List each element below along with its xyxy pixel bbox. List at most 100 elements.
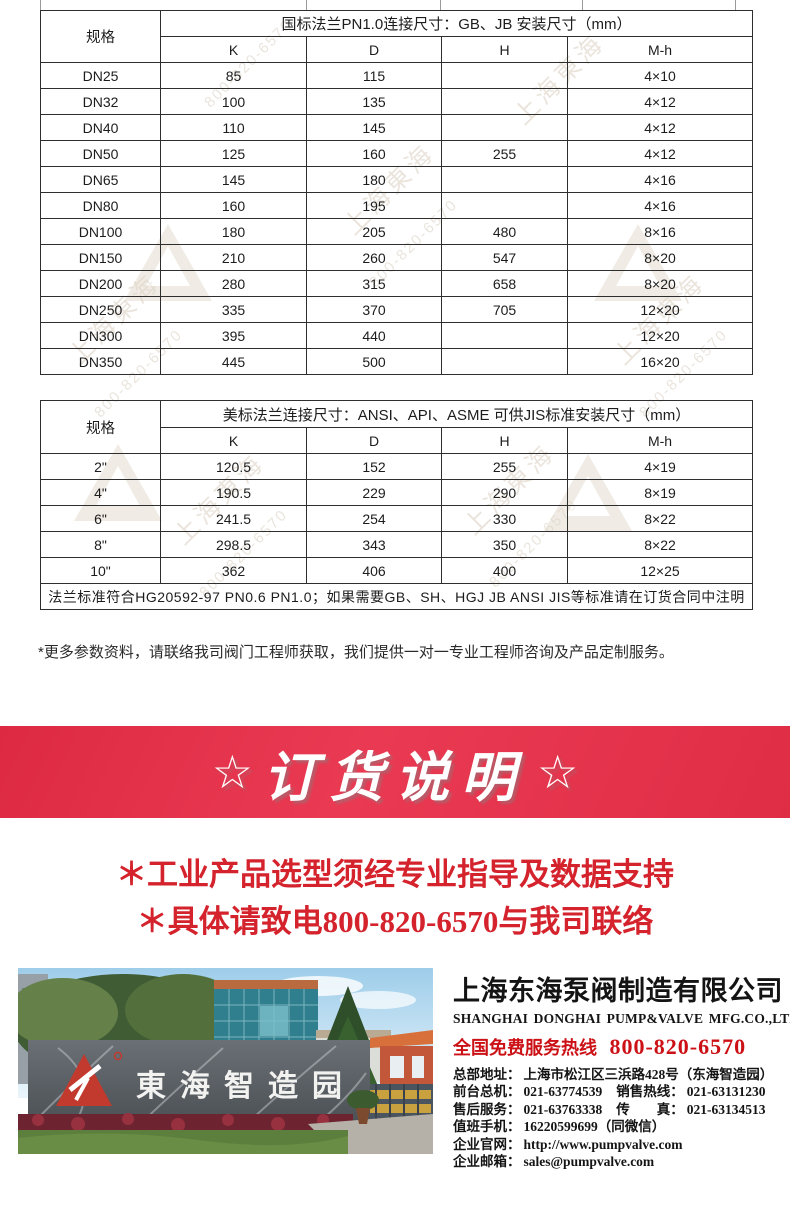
ordering-notice: ＊工业产品选型须经专业指导及数据支持 ＊具体请致电800-820-6570与我司…	[0, 851, 790, 945]
value-cell: 160	[160, 192, 307, 219]
tree-light	[18, 978, 118, 1048]
service-hotline: 全国免费服务热线 800-820-6570	[453, 1034, 788, 1060]
factory-entrance-photo: 東海智造园	[18, 968, 433, 1154]
spec-cell: 4"	[40, 479, 161, 506]
table-title-row: 规格 国标法兰PN1.0连接尺寸：GB、JB 安装尺寸（mm）	[40, 10, 754, 63]
table-title-row: 规格 美标法兰连接尺寸：ANSI、API、ASME 可供JIS标准安装尺寸（mm…	[40, 400, 754, 454]
value-cell: 298.5	[160, 531, 307, 558]
value-cell: 290	[441, 479, 568, 506]
column-header-K: K	[160, 36, 307, 63]
value-cell: 280	[160, 270, 307, 297]
value-cell: 8×20	[566, 244, 754, 271]
value-cell: 395	[160, 322, 307, 349]
value-cell: 12×20	[566, 296, 754, 323]
value-cell: 445	[160, 348, 307, 375]
contact-row-email: 企业邮箱： sales@pumpvalve.com	[453, 1153, 788, 1170]
spec-cell: DN100	[40, 218, 161, 245]
detail-label: 总部地址：	[453, 1067, 521, 1082]
spec-cell: DN40	[40, 114, 161, 141]
value-cell	[441, 348, 568, 375]
value-cell: 229	[306, 479, 442, 506]
value-cell: 241.5	[160, 505, 307, 532]
company-name-cn: 上海东海泵阀制造有限公司	[453, 976, 783, 1006]
cloud	[340, 991, 416, 1009]
value-cell: 16×20	[566, 348, 754, 375]
detail-value: 021-63763338	[523, 1101, 603, 1117]
contact-row-mobile: 值班手机： 16220599699（同微信）	[453, 1118, 788, 1135]
column-header-Mh: M-h	[566, 427, 754, 454]
spec-cell: 2"	[40, 453, 161, 480]
column-header-H: H	[441, 427, 568, 454]
table-row: DN150 210 260 547 8×20	[40, 244, 754, 271]
value-cell: 406	[306, 557, 442, 584]
value-cell: 152	[306, 453, 442, 480]
table-edge-stub	[735, 0, 736, 10]
table-row: 8" 298.5 343 350 8×22	[40, 531, 754, 558]
value-cell: 255	[441, 453, 568, 480]
value-cell: 260	[306, 244, 442, 271]
spec-cell: DN250	[40, 296, 161, 323]
value-cell: 4×12	[566, 114, 754, 141]
value-cell: 335	[160, 296, 307, 323]
value-cell: 705	[441, 296, 568, 323]
contact-details: 总部地址： 上海市松江区三浜路428号（东海智造园） 前台总机： 021-63774…	[453, 1066, 788, 1170]
gb-flange-table-section: 规格 国标法兰PN1.0连接尺寸：GB、JB 安装尺寸（mm） K D H M-…	[40, 10, 754, 375]
lawn-highlight	[18, 1133, 348, 1154]
value-cell: 4×12	[566, 140, 754, 167]
column-header-Mh: M-h	[566, 36, 754, 63]
spec-cell: 8"	[40, 531, 161, 558]
detail-value: 021-63774539	[523, 1084, 603, 1100]
table-row: DN100 180 205 480 8×16	[40, 218, 754, 245]
spec-cell: DN300	[40, 322, 161, 349]
contact-row-switchboard: 前台总机： 021-63774539 销售热线： 021-63131230	[453, 1083, 788, 1100]
footnote-row: 法兰标准符合HG20592-97 PN0.6 PN1.0；如果需要GB、SH、H…	[39, 583, 754, 610]
value-cell: 547	[441, 244, 568, 271]
value-cell: 350	[441, 531, 568, 558]
table-row: DN80 160 195 4×16	[40, 192, 754, 219]
detail-value: 16220599699（同微信）	[523, 1119, 666, 1135]
table-row: DN250 335 370 705 12×20	[40, 296, 754, 323]
column-header-D: D	[306, 36, 442, 63]
contact-row-website: 企业官网： http://www.pumpvalve.com	[453, 1136, 788, 1153]
value-cell: 110	[160, 114, 307, 141]
table-row: DN32 100 135 4×12	[40, 88, 754, 115]
flowers	[32, 1113, 329, 1132]
value-cell: 8×19	[566, 479, 754, 506]
value-cell: 4×10	[566, 62, 754, 89]
value-cell	[441, 62, 568, 89]
spec-cell: DN350	[40, 348, 161, 375]
table-row: 2" 120.5 152 255 4×19	[40, 453, 754, 480]
value-cell: 400	[441, 557, 568, 584]
table-title-cell: 美标法兰连接尺寸：ANSI、API、ASME 可供JIS标准安装尺寸（mm）	[159, 400, 754, 428]
spec-cell: DN150	[40, 244, 161, 271]
value-cell: 115	[306, 62, 442, 89]
value-cell: 343	[306, 531, 442, 558]
value-cell: 4×16	[566, 166, 754, 193]
column-header-H: H	[441, 36, 568, 63]
value-cell: 210	[160, 244, 307, 271]
column-header-K: K	[160, 427, 307, 454]
value-cell: 4×19	[566, 453, 754, 480]
engineer-contact-note: *更多参数资料，请联络我司阀门工程师获取，我们提供一对一专业工程师咨询及产品定制…	[38, 644, 674, 661]
table-row: DN65 145 180 4×16	[40, 166, 754, 193]
value-cell	[441, 114, 568, 141]
spec-header-cell: 规格	[40, 400, 161, 454]
table-row: DN50 125 160 255 4×12	[40, 140, 754, 167]
table-edge-stub	[306, 0, 307, 10]
ansi-flange-table-section: 规格 美标法兰连接尺寸：ANSI、API、ASME 可供JIS标准安装尺寸（mm…	[39, 400, 754, 610]
detail-label: 传 真：	[616, 1101, 684, 1117]
value-cell	[441, 322, 568, 349]
value-cell: 180	[160, 218, 307, 245]
company-info: 上海东海泵阀制造有限公司 SHANGHAI DONGHAI PUMP&VALVE…	[453, 969, 790, 1170]
photo-sign-text: 東海智造园	[136, 1070, 356, 1103]
detail-label: 售后服务：	[453, 1101, 521, 1117]
hotline-number: 800-820-6570	[609, 1034, 747, 1059]
detail-label: 前台总机：	[453, 1084, 521, 1100]
tree	[125, 974, 241, 1046]
table-row: 4" 190.5 229 290 8×19	[40, 479, 754, 506]
detail-label: 企业邮箱：	[453, 1154, 521, 1170]
table-row: DN40 110 145 4×12	[40, 114, 754, 141]
ansi-flange-table: 规格 美标法兰连接尺寸：ANSI、API、ASME 可供JIS标准安装尺寸（mm…	[39, 400, 754, 610]
table-title-cell: 国标法兰PN1.0连接尺寸：GB、JB 安装尺寸（mm）	[159, 10, 754, 37]
